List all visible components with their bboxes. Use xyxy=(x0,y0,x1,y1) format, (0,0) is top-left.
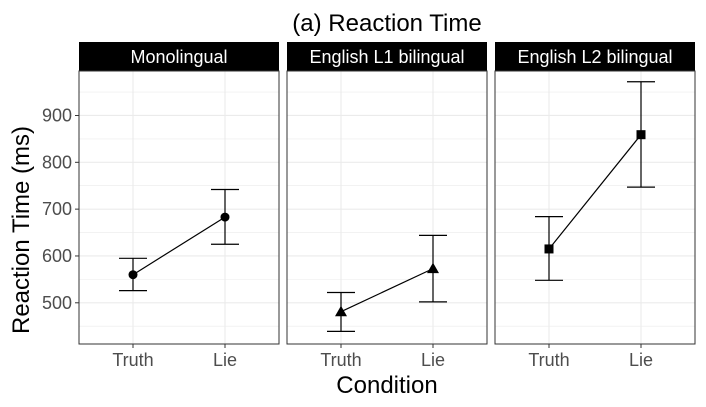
x-tick-label-2-0: Truth xyxy=(528,350,569,370)
facet-panels: Monolingual Truth Lie English L1 bilingual T… xyxy=(78,42,696,370)
data-point-0-1 xyxy=(220,212,230,222)
x-tick-label-1-0: Truth xyxy=(320,350,361,370)
panel-border-1 xyxy=(286,70,488,345)
panel-strip-0 xyxy=(79,42,279,71)
panel-border-0 xyxy=(78,70,280,345)
data-point-1-0 xyxy=(335,305,347,317)
data-point-2-0 xyxy=(544,244,554,254)
series-line-1 xyxy=(340,268,434,313)
chart-title: (a) Reaction Time xyxy=(292,10,481,37)
data-point-0-0 xyxy=(128,270,138,280)
panel-1: English L1 bilingual Truth Lie xyxy=(286,42,488,370)
panel-strip-label-1: English L1 bilingual xyxy=(309,47,464,67)
x-tick-label-1-1: Lie xyxy=(421,350,445,370)
data-point-1-1 xyxy=(427,262,439,274)
data-point-2-1 xyxy=(636,130,646,140)
panel-strip-2 xyxy=(495,42,695,71)
y-tick-label-4: 900 xyxy=(42,105,72,125)
y-tick-label-1: 600 xyxy=(42,246,72,266)
y-tick-label-3: 800 xyxy=(42,152,72,172)
panel-strip-1 xyxy=(287,42,487,71)
series-line-2 xyxy=(548,134,642,250)
x-axis-label: Condition xyxy=(336,372,437,399)
x-tick-label-2-1: Lie xyxy=(629,350,653,370)
y-tick-label-0: 500 xyxy=(42,293,72,313)
x-tick-label-0-1: Lie xyxy=(213,350,237,370)
panel-strip-label-0: Monolingual xyxy=(130,47,227,67)
panel-0: Monolingual Truth Lie xyxy=(78,42,280,370)
y-axis-ticks: 500 600 700 800 900 xyxy=(42,105,79,313)
panel-border-2 xyxy=(494,70,696,345)
x-tick-label-0-0: Truth xyxy=(112,350,153,370)
y-axis-label: Reaction Time (ms) xyxy=(8,126,35,334)
series-line-0 xyxy=(132,216,226,276)
y-tick-label-2: 700 xyxy=(42,199,72,219)
panel-2: English L2 bilingual Truth Lie xyxy=(494,42,696,370)
panel-strip-label-2: English L2 bilingual xyxy=(517,47,672,67)
